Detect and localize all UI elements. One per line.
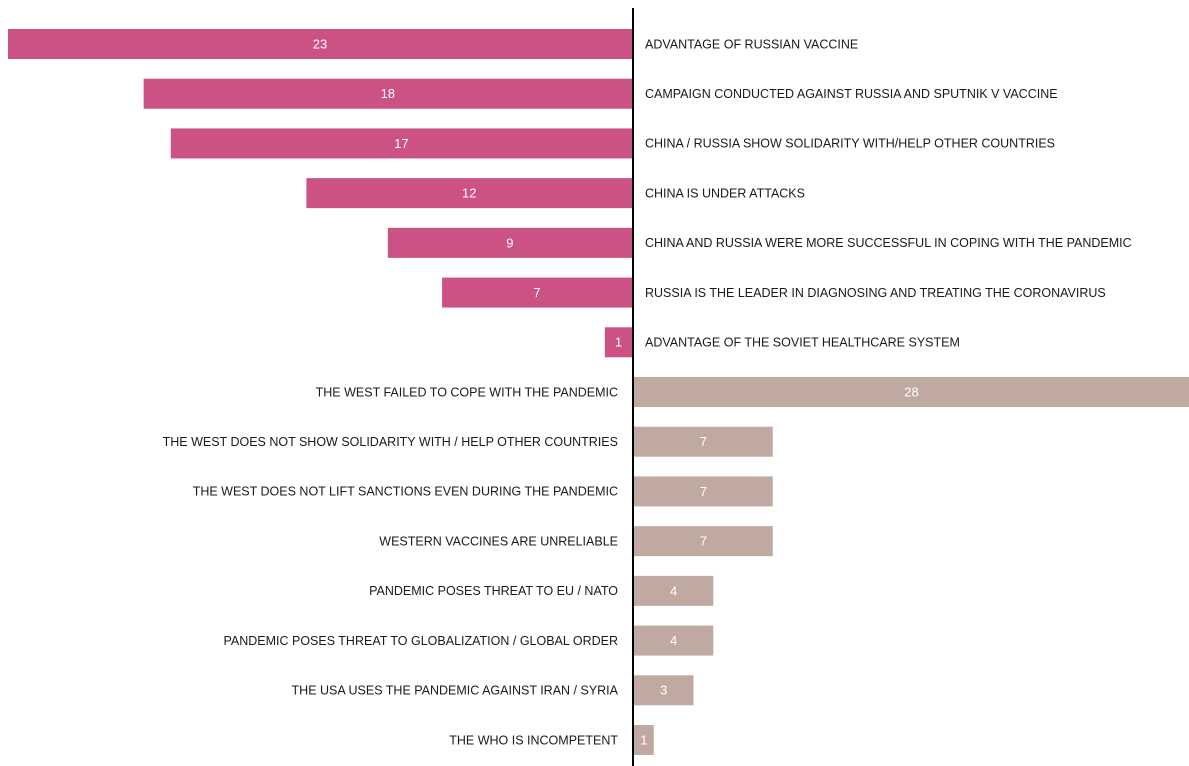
category-label: THE WHO IS INCOMPETENT <box>449 733 618 747</box>
category-label: RUSSIA IS THE LEADER IN DIAGNOSING AND T… <box>645 286 1106 300</box>
value-label: 1 <box>640 732 647 747</box>
value-label: 4 <box>670 633 677 648</box>
category-label: ADVANTAGE OF RUSSIAN VACCINE <box>645 37 858 51</box>
category-label: WESTERN VACCINES ARE UNRELIABLE <box>379 534 618 548</box>
category-label: CHINA / RUSSIA SHOW SOLIDARITY WITH/HELP… <box>645 137 1055 151</box>
category-label: PANDEMIC POSES THREAT TO GLOBALIZATION /… <box>223 634 618 648</box>
value-label: 17 <box>394 136 408 151</box>
bar <box>634 725 654 755</box>
bar <box>634 625 714 656</box>
value-label: 7 <box>533 285 540 300</box>
bar <box>634 426 773 457</box>
value-label: 7 <box>700 534 707 549</box>
bar <box>634 575 714 606</box>
bar <box>604 327 632 358</box>
category-label: ADVANTAGE OF THE SOVIET HEALTHCARE SYSTE… <box>645 336 960 350</box>
category-label: CHINA IS UNDER ATTACKS <box>645 186 805 200</box>
value-label: 7 <box>700 484 707 499</box>
bar <box>634 377 1189 407</box>
value-label: 28 <box>904 384 918 399</box>
value-label: 1 <box>615 335 622 350</box>
category-label: THE WEST FAILED TO COPE WITH THE PANDEMI… <box>316 385 618 399</box>
bar <box>442 277 632 308</box>
bar <box>634 476 773 507</box>
category-label: THE WEST DOES NOT LIFT SANCTIONS EVEN DU… <box>193 485 618 499</box>
bar <box>170 128 633 159</box>
category-label: THE WEST DOES NOT SHOW SOLIDARITY WITH /… <box>163 435 618 449</box>
value-label: 12 <box>462 186 476 201</box>
value-label: 4 <box>670 583 677 598</box>
category-label: CHINA AND RUSSIA WERE MORE SUCCESSFUL IN… <box>645 236 1132 250</box>
category-label: CAMPAIGN CONDUCTED AGAINST RUSSIA AND SP… <box>645 87 1058 101</box>
category-label: PANDEMIC POSES THREAT TO EU / NATO <box>369 584 618 598</box>
bar <box>634 675 694 706</box>
value-label: 18 <box>381 86 395 101</box>
value-label: 9 <box>506 235 513 250</box>
category-label: THE USA USES THE PANDEMIC AGAINST IRAN /… <box>292 684 619 698</box>
bar <box>387 227 632 258</box>
bar <box>8 29 632 59</box>
value-label: 7 <box>700 434 707 449</box>
bar <box>634 526 773 557</box>
value-label: 23 <box>313 36 327 51</box>
bar <box>143 78 633 109</box>
value-label: 3 <box>660 683 667 698</box>
bar <box>306 178 632 209</box>
